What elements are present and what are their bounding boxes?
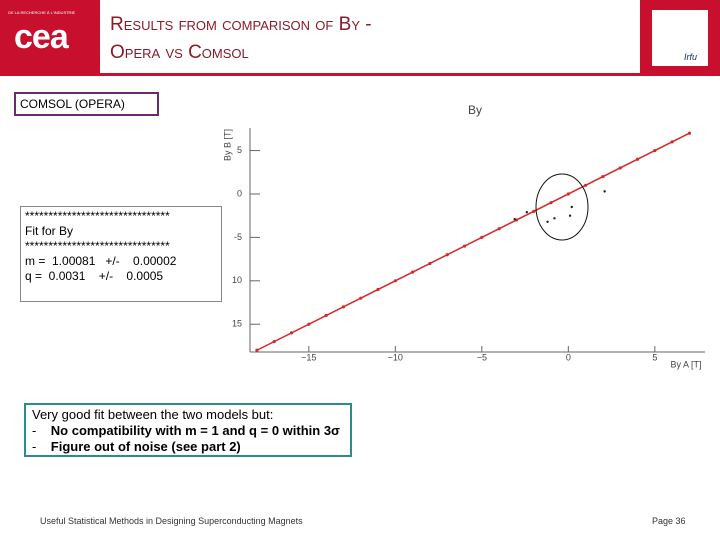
title-line: Results from comparison of By -	[110, 14, 372, 35]
bullet-text: Figure out of noise (see part 2)	[50, 439, 241, 454]
y-tick-label: 10	[232, 275, 242, 285]
y-tick-label: 15	[232, 319, 242, 329]
data-point	[553, 217, 556, 220]
data-point	[359, 296, 363, 300]
data-point	[670, 140, 674, 144]
data-point	[601, 175, 605, 179]
data-point	[525, 211, 529, 214]
title-line: Opera vs Comsol	[110, 42, 249, 63]
logo-tagline: DE LA RECHERCHE À L'INDUSTRIE	[8, 10, 76, 15]
data-point	[307, 322, 311, 326]
fit-line: q = 0.0031 +/- 0.0005	[25, 269, 164, 283]
x-tick-label: −10	[388, 352, 403, 362]
bullet-intro: Very good fit between the two models but…	[32, 407, 274, 422]
x-tick-label: −15	[301, 352, 316, 362]
data-point	[653, 148, 657, 153]
data-point	[462, 244, 467, 248]
bullet-box: Very good fit between the two models but…	[24, 403, 352, 457]
x-tick-label: 0	[566, 352, 571, 362]
header-left	[0, 0, 100, 75]
data-point	[480, 235, 484, 239]
data-point	[289, 331, 294, 335]
data-point	[255, 348, 259, 352]
right-logo	[652, 10, 708, 66]
bullet-text: No compatibility with m = 1 and q = 0 wi…	[50, 423, 340, 438]
y-tick-label: 0	[237, 188, 242, 198]
right-logo-text: Irfu	[684, 52, 698, 62]
data-point	[584, 183, 588, 187]
trend-line	[256, 132, 690, 351]
fit-line: *******************************	[25, 239, 170, 253]
fit-box: ******************************* Fit for B…	[20, 206, 222, 302]
fit-line: *******************************	[25, 209, 170, 223]
data-point	[618, 166, 622, 170]
data-point	[513, 217, 516, 221]
header-rule	[0, 73, 720, 76]
data-point	[341, 305, 346, 309]
fit-line: m = 1.00081 +/- 0.00002	[25, 254, 177, 268]
logo: cea	[14, 18, 69, 56]
data-point	[687, 131, 692, 135]
data-point	[603, 190, 606, 193]
data-point	[376, 287, 380, 292]
y-tick-label: -5	[234, 232, 242, 242]
x-tick-label: −5	[477, 352, 487, 362]
data-point	[272, 339, 276, 344]
data-point	[532, 209, 536, 213]
data-point	[393, 279, 397, 283]
plot-label: COMSOL (OPERA)	[14, 92, 159, 116]
fit-line: Fit for By	[25, 224, 74, 238]
data-point	[568, 214, 572, 217]
y-axis-label: By B [T]	[222, 129, 232, 161]
footer-text: Useful Statistical Methods in Designing …	[40, 516, 303, 526]
data-point	[566, 192, 570, 196]
y-tick-label: 5	[237, 145, 242, 155]
page-number: Page 36	[652, 516, 686, 526]
data-point	[445, 253, 449, 257]
data-point	[428, 261, 432, 266]
x-axis-label: By A [T]	[670, 359, 701, 369]
bullet: - No compatibility with m = 1 and q = 0 …	[32, 423, 340, 438]
data-point	[497, 227, 501, 231]
bullet: - Figure out of noise (see part 2)	[32, 439, 241, 454]
data-point	[324, 313, 328, 318]
x-tick-label: 5	[652, 352, 657, 362]
data-point	[411, 270, 415, 274]
data-point	[546, 220, 549, 223]
data-point	[635, 157, 640, 161]
data-point	[549, 201, 553, 205]
data-point	[570, 205, 573, 209]
highlight-circle	[535, 173, 589, 241]
chart-title: By	[468, 103, 482, 117]
